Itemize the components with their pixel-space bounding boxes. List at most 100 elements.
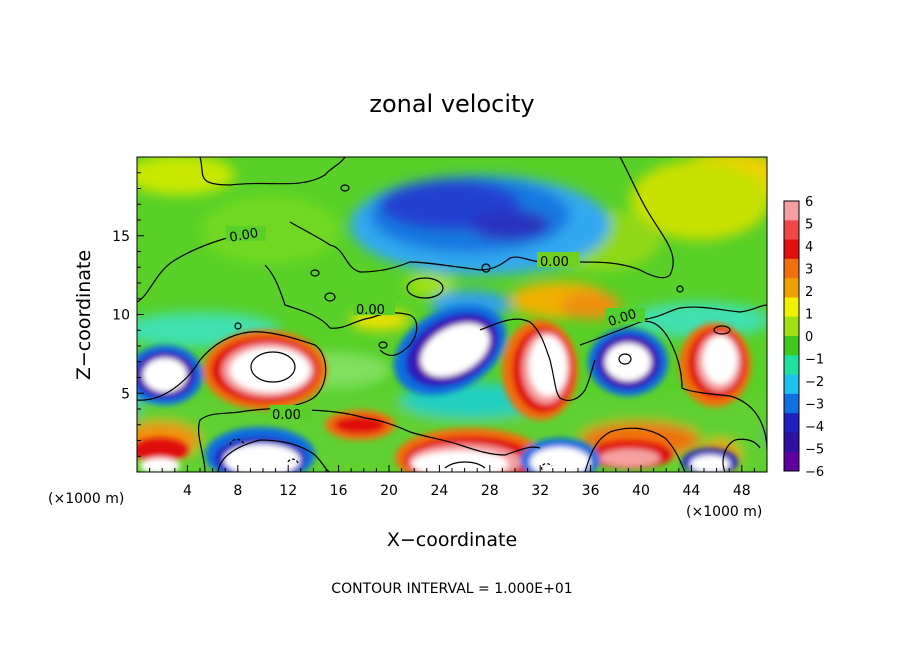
chart-title: zonal velocity [369, 90, 534, 118]
contour-line [199, 157, 346, 186]
contour-label: 0.00 [228, 226, 259, 246]
x-tick-label: 20 [380, 483, 398, 499]
contour-label: 0.00 [540, 255, 569, 270]
colorbar-swatch [784, 258, 799, 279]
colorbar-tick-label: 5 [805, 218, 813, 233]
y-tick-label: 5 [121, 386, 130, 402]
contour-line [234, 322, 242, 330]
contour-line [299, 409, 541, 456]
contour-interval-note: CONTOUR INTERVAL = 1.000E+01 [331, 581, 572, 597]
x-tick-label: 16 [330, 483, 348, 499]
colorbar-tick-label: 2 [805, 285, 813, 300]
contour-line [479, 318, 596, 402]
colorbar-swatch [784, 451, 799, 472]
colorbar-swatch [784, 201, 799, 221]
x-tick-label: 36 [582, 483, 600, 499]
contour-line [287, 458, 299, 464]
x-tick-label: 24 [430, 483, 448, 499]
negative-cell [137, 345, 203, 405]
colorbar-frame [783, 200, 800, 472]
colorbar-tick-label: 1 [805, 308, 813, 323]
colorbar-tick-label: −5 [805, 443, 824, 458]
contour-labels: 0.00 0.00 0.00 0.00 0.00 [226, 226, 645, 423]
x-axis-title: X−coordinate [387, 529, 517, 551]
colorbar-tick-label: −1 [805, 353, 824, 368]
positive-cell [502, 320, 578, 420]
contour-line [713, 325, 731, 335]
contour-line [250, 351, 296, 383]
contour-line [639, 304, 767, 321]
contour-label: 0.00 [356, 303, 385, 318]
contour-line [378, 341, 388, 349]
plot-area: 0.00 0.00 0.00 0.00 0.00 [137, 157, 767, 472]
negative-cell [205, 427, 315, 472]
contour-line [264, 264, 418, 357]
x-tick-label: 28 [481, 483, 499, 499]
x-tick-label: 40 [632, 483, 650, 499]
colorbar-swatch [784, 220, 799, 241]
contour-line [406, 277, 444, 299]
x-tick-label: 4 [183, 483, 192, 499]
y-axis-ticks: 5 10 15 [112, 172, 144, 457]
contour-line [584, 427, 686, 472]
x-tick-label: 8 [233, 483, 242, 499]
contour-line [217, 439, 331, 472]
contour-line [289, 221, 541, 273]
contour-line [541, 463, 553, 471]
contour-line [481, 263, 491, 273]
contour-line [579, 261, 671, 279]
colorbar-swatch [784, 336, 799, 356]
positive-cell [325, 410, 395, 440]
contour-line [137, 331, 327, 472]
negative-cell [588, 328, 668, 396]
x-unit-left: (×1000 m) [48, 491, 124, 507]
colorbar-tick-label: 4 [805, 240, 813, 255]
colorbar-tick-label: −6 [805, 465, 824, 480]
negative-cell [520, 438, 600, 472]
contour-line [579, 320, 767, 451]
colorbar-swatch [784, 374, 799, 395]
positive-cell [679, 323, 751, 407]
colorbar-swatch [784, 278, 799, 298]
x-tick-label: 12 [279, 483, 297, 499]
x-unit-right: (×1000 m) [686, 504, 762, 520]
contour-line [324, 292, 336, 302]
colorbar-swatch [784, 432, 799, 453]
positive-cell [395, 428, 545, 472]
colorbar-ticks: 6 5 4 3 2 1 0 −1 −2 −3 −4 −5 −6 [805, 195, 824, 480]
contour-line [619, 157, 674, 276]
contour-line [229, 438, 245, 446]
colorbar [783, 200, 800, 472]
x-tick-label: 44 [682, 483, 700, 499]
colorbar-tick-label: −4 [805, 420, 824, 435]
contour-label: 0.00 [272, 408, 301, 423]
positive-cell [588, 441, 672, 469]
x-axis-ticks: 4 8 12 16 20 24 28 32 36 40 44 48 [149, 465, 755, 499]
vortex-cells [137, 304, 751, 472]
contour-line [340, 184, 350, 192]
colorbar-swatch [784, 297, 799, 318]
x-tick-label: 48 [733, 483, 751, 499]
colorbar-swatch [784, 393, 799, 414]
contour-line [722, 438, 761, 472]
colorbar-tick-label: −3 [805, 398, 824, 413]
colorbar-tick-label: 3 [805, 263, 813, 278]
positive-cell [203, 330, 327, 410]
contour-line [310, 269, 320, 277]
positive-cell [137, 438, 188, 462]
colorbar-swatch [784, 413, 799, 433]
colorbar-swatch [784, 316, 799, 337]
y-tick-label: 10 [112, 308, 130, 324]
colorbar-swatch [784, 239, 799, 260]
zero-contours [137, 157, 767, 472]
colorbar-tick-label: 6 [805, 195, 813, 210]
colorbar-swatch [784, 355, 799, 376]
y-tick-label: 15 [112, 229, 130, 245]
x-tick-label: 32 [531, 483, 549, 499]
colorbar-tick-label: 0 [805, 330, 813, 345]
contour-line [618, 353, 632, 365]
negative-cell [393, 304, 507, 396]
colorbar-tick-label: −2 [805, 375, 824, 390]
y-axis-title: Z−coordinate [73, 250, 95, 380]
